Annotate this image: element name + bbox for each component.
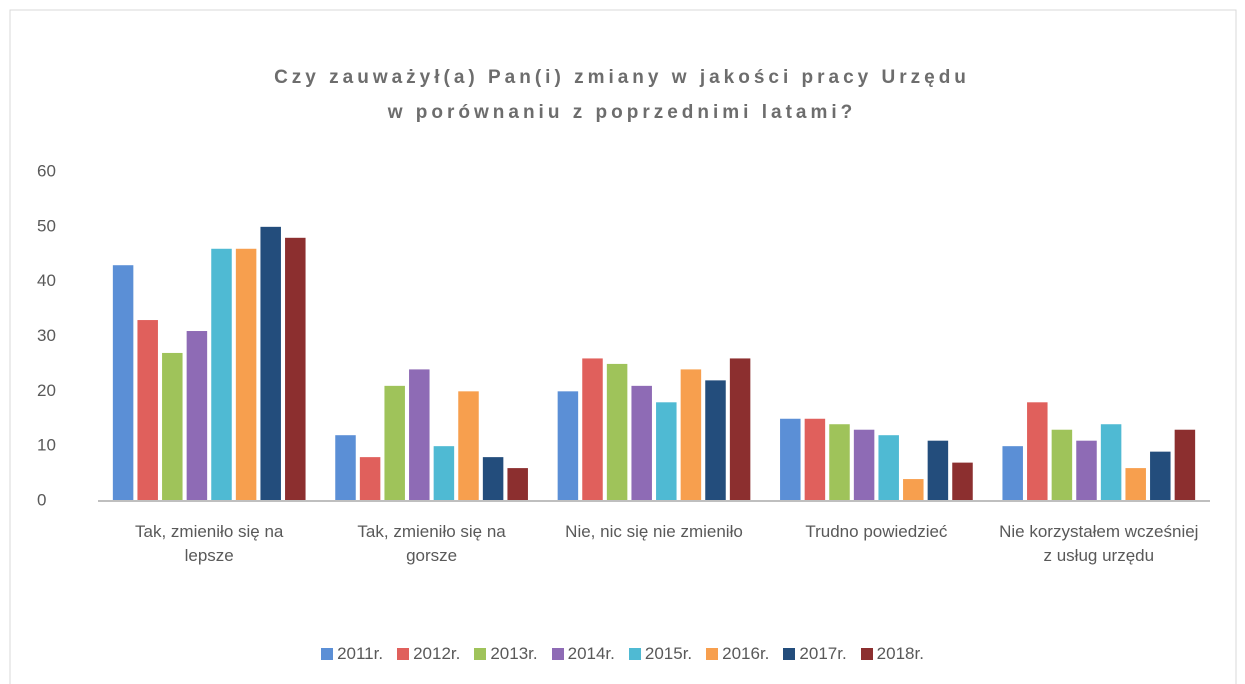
legend-swatch: [628, 648, 641, 660]
chart-title: Czy zauważył(a) Pan(i) zmiany w jakości …: [274, 67, 970, 88]
legend-swatch: [321, 648, 334, 660]
bar: [927, 440, 949, 501]
legend-item: 2018r.: [860, 644, 924, 664]
y-tick-label: 30: [37, 326, 56, 345]
bar: [482, 457, 504, 501]
y-tick-label: 10: [37, 436, 56, 455]
x-tick-label: Nie, nic się nie zmieniło: [565, 522, 743, 541]
legend-swatch: [474, 648, 487, 660]
legend-item: 2014r.: [551, 644, 615, 664]
legend-label: 2016r.: [722, 644, 770, 663]
bar: [557, 391, 579, 501]
legend-swatch: [706, 648, 719, 660]
legend-label: 2014r.: [567, 644, 615, 663]
bar: [1100, 424, 1122, 501]
bar: [1150, 451, 1171, 501]
legend-item: 2015r.: [628, 644, 693, 664]
bar: [285, 237, 306, 502]
y-tick-label: 50: [37, 216, 56, 235]
bar: [804, 418, 826, 501]
bar: [1125, 468, 1146, 501]
bar: [458, 391, 479, 501]
legend-label: 2017r.: [799, 644, 847, 663]
bar: [1027, 402, 1048, 501]
bar: [829, 424, 850, 501]
y-tick-label: 60: [37, 161, 56, 180]
bar: [112, 265, 134, 501]
bar: [729, 358, 751, 501]
legend-label: 2018r.: [876, 644, 924, 663]
bar: [780, 418, 801, 501]
bar: [631, 385, 652, 501]
bar: [878, 435, 899, 501]
legend: 2011r. 2012r. 2013r. 2014r. 2015r. 2016r. 2017…: [0, 644, 1245, 664]
bar: [606, 363, 628, 501]
bar: [211, 248, 232, 501]
x-tick-label: Tak, zmieniło się na lepsze: [135, 522, 284, 565]
legend-swatch: [783, 648, 796, 660]
bar: [853, 429, 875, 501]
bar: [952, 462, 973, 501]
legend-item: 2011r.: [321, 644, 383, 664]
y-tick-label: 20: [37, 381, 56, 400]
legend-item: 2013r.: [474, 644, 538, 664]
legend-label: 2012r.: [413, 644, 461, 663]
legend-label: 2011r.: [337, 644, 384, 663]
legend-label: 2015r.: [644, 644, 693, 663]
bar: [903, 479, 924, 501]
bar: [186, 331, 208, 501]
bar: [235, 248, 257, 501]
bar: [335, 435, 356, 501]
bar: [384, 385, 405, 501]
legend-swatch: [551, 648, 564, 660]
legend-label: 2013r.: [490, 644, 538, 663]
y-tick-label: 0: [37, 490, 46, 509]
x-tick-label: Nie korzystałem wcześniej z usług urzędu: [999, 522, 1199, 565]
legend-item: 2016r.: [706, 644, 769, 664]
bar: [705, 380, 726, 501]
chart-title: w porównaniu z poprzednimi latami?: [387, 102, 857, 123]
chart-border: [9, 9, 1237, 684]
bar: [680, 369, 702, 501]
bar: [359, 457, 381, 501]
legend-swatch: [860, 648, 873, 660]
x-tick-label: Trudno powiedzieć: [805, 522, 948, 541]
y-tick-label: 40: [37, 271, 56, 290]
legend-item: 2017r.: [783, 644, 847, 664]
bar: [1174, 429, 1196, 501]
bar: [433, 446, 455, 501]
legend-item: 2012r.: [397, 644, 460, 664]
bar: [162, 352, 183, 501]
bar: [1002, 446, 1023, 501]
bar: [507, 468, 528, 501]
bar: [1051, 429, 1073, 501]
bar: [409, 369, 430, 501]
bar: [656, 402, 677, 501]
legend-swatch: [397, 648, 410, 660]
bar: [1076, 440, 1097, 501]
bar: [137, 320, 158, 501]
bar: [582, 358, 603, 501]
bar: [260, 226, 281, 502]
x-tick-label: Tak, zmieniło się na gorsze: [357, 522, 506, 565]
